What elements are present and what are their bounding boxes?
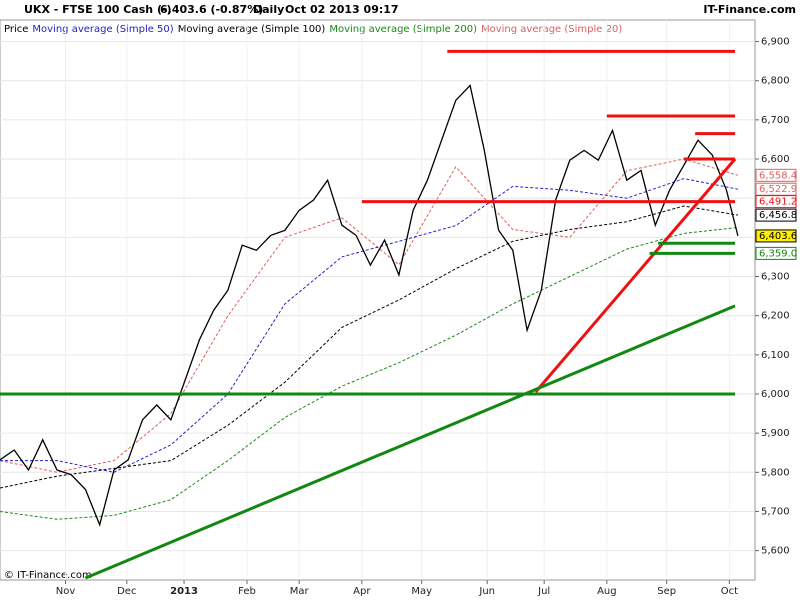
moving-average [0, 227, 738, 520]
x-tick-label: Mar [290, 586, 310, 597]
moving-average [0, 158, 739, 473]
x-tick-label: Feb [238, 586, 256, 597]
y-tick-label: 5,600 [761, 546, 790, 557]
legend-entry: Moving average (Simple 100) [178, 24, 326, 35]
symbol: UKX - FTSE 100 Cash (-) [24, 3, 172, 16]
site: IT-Finance.com [703, 3, 796, 16]
y-tick-label: 6,300 [761, 272, 790, 283]
trendline [84, 304, 736, 580]
price-tag-box [755, 168, 797, 182]
y-tick-label: 6,100 [761, 350, 790, 361]
plot-frame [0, 19, 756, 581]
y-tick-label: 5,900 [761, 428, 790, 439]
y-tick-label: 6,000 [761, 389, 790, 400]
price-tag-label: 6,359.0 [759, 248, 797, 259]
x-tick-label: Oct [721, 586, 738, 597]
x-tick-label: Sep [657, 586, 676, 597]
timestamp: Oct 02 2013 09:17 [285, 3, 399, 16]
price-tag-label: 6,403.6 [759, 231, 797, 242]
x-tick-label: Aug [597, 586, 617, 597]
price-tag-box [755, 246, 797, 260]
x-tick-label: Apr [353, 586, 371, 597]
y-tick-label: 5,800 [761, 467, 790, 478]
trendline [534, 158, 737, 394]
price-tag-box [755, 229, 797, 243]
y-tick-label: 5,700 [761, 506, 790, 517]
legend-entry: Moving average (Simple 50) [32, 24, 173, 35]
y-tick-label: 6,800 [761, 76, 790, 87]
period: Daily [253, 3, 284, 16]
x-tick-label: Dec [117, 586, 136, 597]
price-tag-label: 6,522.9 [759, 184, 797, 195]
legend-entry: Moving average (Simple 200) [329, 24, 477, 35]
y-tick-label: 6,900 [761, 37, 790, 48]
moving-average [0, 178, 738, 473]
legend-entry: Price [4, 24, 28, 35]
y-tick-label: 6,600 [761, 154, 790, 165]
price-tag-label: 6,558.4 [759, 170, 797, 181]
price-tag-label: 6,456.8 [759, 210, 797, 221]
x-tick-label: 2013 [170, 586, 198, 597]
quote: 6,403.6 (-0.87%) [160, 3, 263, 16]
price-tag-label: 6,491.2 [759, 197, 797, 208]
price-tag-box [755, 208, 797, 222]
x-tick-label: May [411, 586, 432, 597]
x-tick-label: Jul [537, 586, 550, 597]
y-tick-label: 6,700 [761, 115, 790, 126]
y-tick-label: 6,200 [761, 311, 790, 322]
x-tick-label: Nov [56, 586, 76, 597]
price-tag-box [755, 195, 797, 209]
moving-average [0, 205, 738, 489]
legend-entry: Moving average (Simple 20) [481, 24, 622, 35]
legend: Price Moving average (Simple 50) Moving av… [4, 24, 622, 35]
price-line [0, 84, 739, 527]
x-tick-label: Jun [478, 586, 495, 597]
footer: © IT-Finance.com [4, 570, 92, 581]
